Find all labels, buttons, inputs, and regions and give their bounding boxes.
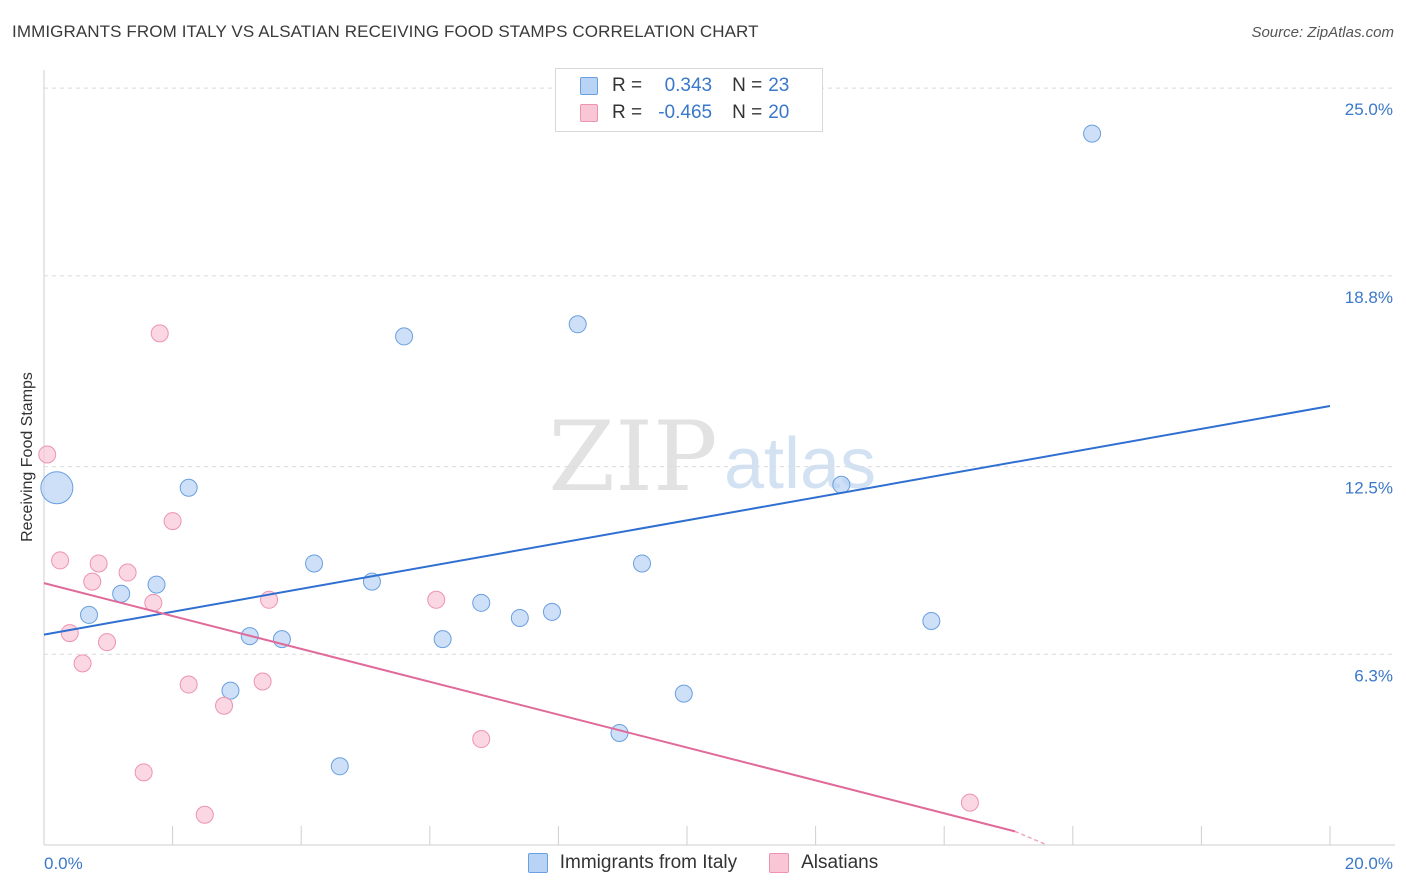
legend-r-value: 0.343 bbox=[664, 75, 713, 96]
legend-n-label: N = bbox=[732, 102, 763, 123]
point-italy bbox=[472, 593, 491, 612]
watermark-atlas: atlas bbox=[724, 424, 876, 504]
point-alsatian bbox=[472, 730, 491, 749]
point-italy bbox=[305, 554, 324, 573]
point-alsatian bbox=[73, 654, 92, 673]
legend-r-label: R = bbox=[612, 75, 643, 96]
legend-swatch-alsatian bbox=[769, 853, 790, 873]
point-italy bbox=[80, 605, 99, 624]
y-tick-label: 6.3% bbox=[1354, 666, 1393, 685]
point-alsatian bbox=[60, 624, 79, 643]
trendline-italy bbox=[43, 405, 1331, 636]
point-italy bbox=[147, 575, 166, 594]
point-italy bbox=[632, 554, 651, 573]
point-italy bbox=[40, 471, 74, 505]
y-tick-label: 12.5% bbox=[1345, 479, 1393, 498]
correlation-legend: R = 0.343 N = 23 R = -0.465 N = 20 bbox=[555, 68, 823, 132]
point-alsatian bbox=[134, 763, 153, 782]
point-alsatian bbox=[83, 572, 102, 591]
point-italy bbox=[395, 327, 414, 346]
x-tick-label: 20.0% bbox=[1345, 854, 1393, 873]
legend-r-label: R = bbox=[612, 102, 643, 123]
point-italy bbox=[832, 475, 851, 494]
point-alsatian bbox=[51, 551, 70, 570]
legend-label-italy: Immigrants from Italy bbox=[559, 852, 738, 873]
point-italy bbox=[610, 723, 629, 742]
point-alsatian bbox=[163, 512, 182, 531]
point-alsatian bbox=[215, 696, 234, 715]
point-italy bbox=[1083, 124, 1102, 143]
x-tick-label: 0.0% bbox=[44, 854, 83, 873]
legend-swatch-alsatian bbox=[580, 104, 598, 122]
source-label: Source: ZipAtlas.com bbox=[1251, 24, 1394, 41]
point-alsatian bbox=[253, 672, 272, 691]
point-italy bbox=[510, 608, 529, 627]
point-alsatian bbox=[98, 633, 117, 652]
y-tick-label: 25.0% bbox=[1345, 100, 1393, 119]
legend-row-alsatian: R = -0.465 N = 20 bbox=[580, 100, 789, 126]
watermark-zip: ZIP bbox=[548, 401, 717, 513]
point-alsatian bbox=[150, 324, 169, 343]
point-italy bbox=[330, 757, 349, 776]
legend-r-value: -0.465 bbox=[658, 102, 713, 123]
legend-item-italy[interactable]: Immigrants from Italy bbox=[527, 852, 738, 874]
legend-row-italy: R = 0.343 N = 23 bbox=[580, 73, 789, 99]
legend-n-value: 20 bbox=[768, 102, 790, 123]
legend-n-label: N = bbox=[732, 75, 763, 96]
point-alsatian bbox=[179, 675, 198, 694]
point-alsatian bbox=[38, 445, 57, 464]
legend-label-alsatian: Alsatians bbox=[801, 852, 879, 873]
point-alsatian bbox=[960, 793, 979, 812]
y-tick-label: 18.8% bbox=[1345, 288, 1393, 307]
point-alsatian bbox=[427, 590, 446, 609]
point-italy bbox=[568, 315, 587, 334]
point-italy bbox=[221, 681, 240, 700]
trendline-alsatian-extension bbox=[1014, 830, 1048, 846]
point-alsatian bbox=[118, 563, 137, 582]
point-italy bbox=[542, 602, 561, 621]
point-italy bbox=[674, 684, 693, 703]
trendline-alsatian bbox=[43, 582, 1016, 833]
point-alsatian bbox=[89, 554, 108, 573]
point-italy bbox=[179, 478, 198, 497]
legend-n-value: 23 bbox=[768, 75, 790, 96]
series-legend: Immigrants from Italy Alsatians bbox=[0, 852, 1406, 874]
point-alsatian bbox=[195, 805, 214, 824]
point-italy bbox=[922, 611, 941, 630]
legend-item-alsatian[interactable]: Alsatians bbox=[769, 852, 878, 874]
chart-title: IMMIGRANTS FROM ITALY VS ALSATIAN RECEIV… bbox=[12, 22, 759, 41]
legend-swatch-italy bbox=[580, 77, 598, 95]
legend-swatch-italy bbox=[527, 853, 548, 873]
point-italy bbox=[433, 630, 452, 649]
point-italy bbox=[112, 584, 131, 603]
